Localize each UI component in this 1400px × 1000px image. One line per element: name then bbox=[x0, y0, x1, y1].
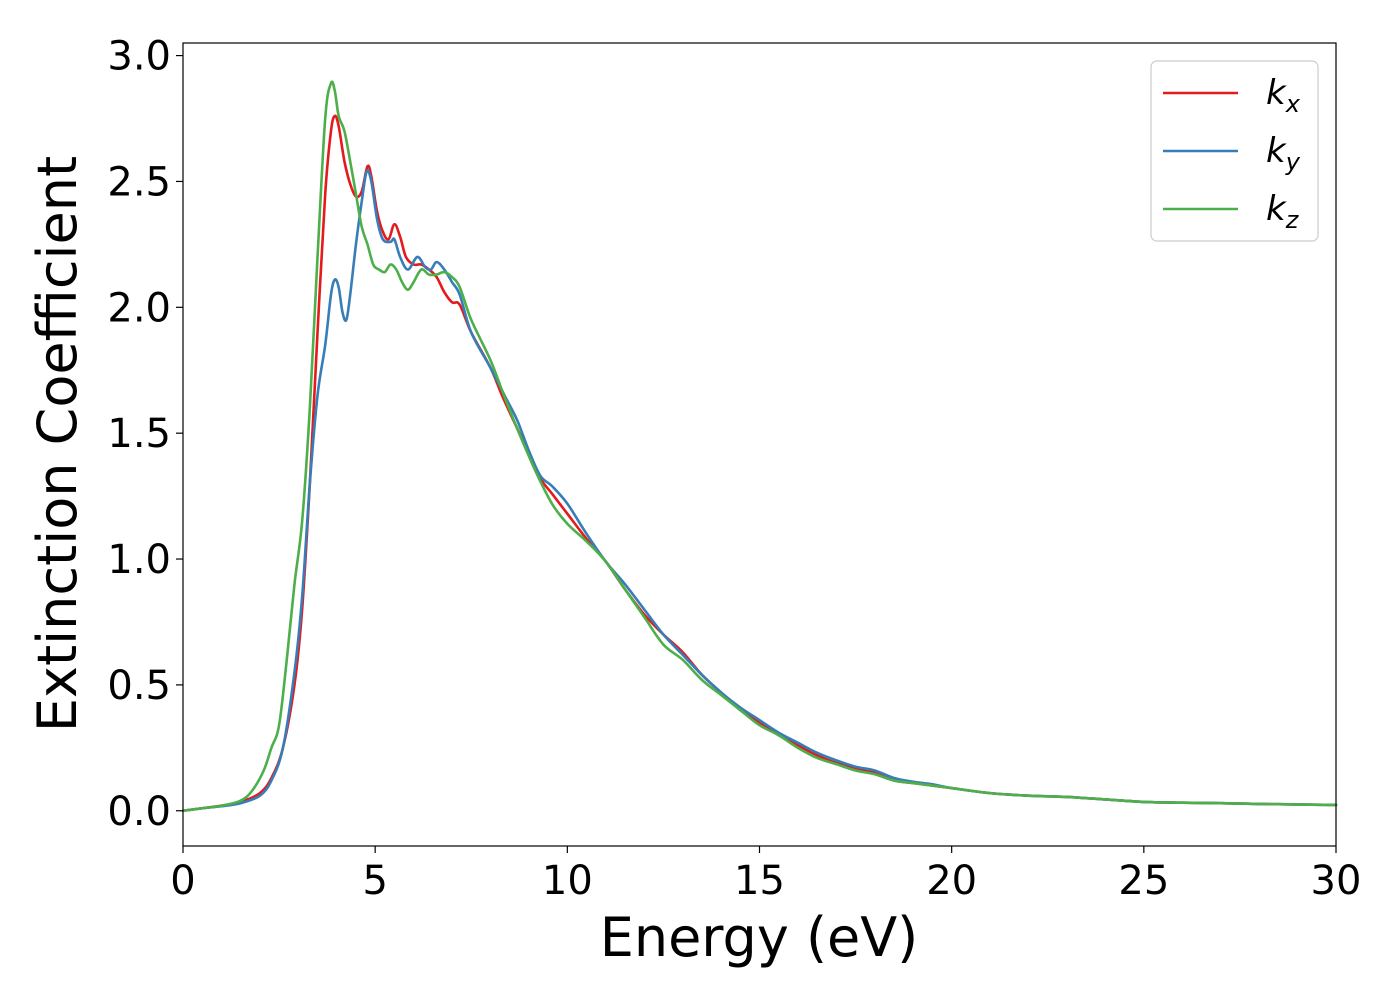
x-tick-label: 5 bbox=[362, 858, 387, 904]
x-tick-label: 30 bbox=[1311, 858, 1362, 904]
y-axis-title: Extinction Coefficient bbox=[26, 156, 89, 732]
series-layer bbox=[181, 80, 1338, 813]
y-tick-label: 2.0 bbox=[107, 285, 171, 331]
x-tick-label: 15 bbox=[734, 858, 785, 904]
legend-label-kx: kx bbox=[1266, 73, 1301, 118]
y-tick-label: 3.0 bbox=[107, 34, 171, 80]
y-axis: 0.0 0.5 1.0 1.5 2.0 2.5 3.0 bbox=[107, 34, 183, 835]
y-tick-label: 0.0 bbox=[107, 789, 171, 835]
y-tick-label: 0.5 bbox=[107, 663, 171, 709]
x-tick-label: 0 bbox=[170, 858, 195, 904]
x-tick-label: 10 bbox=[542, 858, 593, 904]
legend-label-ky: ky bbox=[1266, 131, 1301, 176]
x-tick-label: 20 bbox=[926, 858, 977, 904]
series-line-kz bbox=[181, 80, 1338, 813]
x-axis: 0 5 10 15 20 25 30 bbox=[170, 846, 1361, 904]
y-tick-label: 1.5 bbox=[107, 411, 171, 457]
legend: kx ky kz bbox=[1150, 60, 1319, 242]
legend-label-kz: kz bbox=[1266, 189, 1300, 234]
series-line-ky bbox=[181, 169, 1338, 813]
x-tick-label: 25 bbox=[1118, 858, 1169, 904]
y-tick-label: 2.5 bbox=[107, 159, 171, 205]
y-tick-label: 1.0 bbox=[107, 537, 171, 583]
x-axis-title: Energy (eV) bbox=[600, 906, 919, 969]
